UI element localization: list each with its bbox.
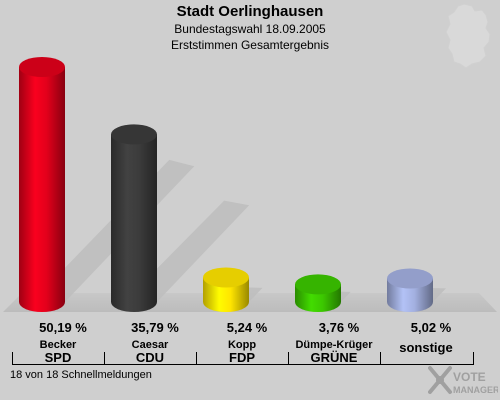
axis-separator [12, 352, 13, 364]
axis-separator [196, 352, 197, 364]
bar-body-spd [19, 67, 65, 312]
chart-title: Stadt Oerlinghausen [176, 3, 324, 20]
chart-subtitle-result: Erststimmen Gesamtergebnis [170, 38, 330, 52]
bar-value-label-fdp: 5,24 % [226, 320, 268, 335]
bars [19, 57, 433, 312]
bar-cdu [111, 124, 157, 312]
bar-top-cdu [111, 124, 157, 145]
candidate-label-spd: Becker [39, 339, 77, 351]
candidate-label-cdu: Caesar [131, 339, 169, 351]
bar-body-cdu [111, 134, 157, 312]
party-label-sonstige: sonstige [399, 340, 453, 355]
axis-separator [288, 352, 289, 364]
reporting-status: 18 von 18 Schnellmeldungen [10, 369, 152, 381]
vote-manager-logo-icon: VOTE MANAGER [428, 366, 498, 395]
bar-gruene [295, 274, 341, 312]
bar-value-label-cdu: 35,79 % [131, 320, 179, 335]
bar-spd [19, 57, 65, 312]
bar-fdp [203, 267, 249, 312]
chart-subtitle-election: Bundestagswahl 18.09.2005 [174, 22, 326, 36]
candidate-label-gruene: Dümpe-Krüger [295, 339, 373, 351]
axis-separator [380, 352, 381, 364]
axis-separator [104, 352, 105, 364]
party-label-fdp: FDP [229, 350, 255, 365]
bar-value-label-gruene: 3,76 % [318, 320, 360, 335]
party-label-gruene: GRÜNE [310, 350, 358, 365]
bar-top-spd [19, 57, 65, 77]
party-label-spd: SPD [44, 350, 72, 365]
germany-map-icon [445, 3, 491, 69]
bar-value-label-spd: 50,19 % [39, 320, 87, 335]
bar-top-gruene [295, 274, 341, 295]
logo-text-manager: MANAGER [453, 385, 498, 395]
axis-baseline [12, 364, 474, 365]
bar-top-sonstige [387, 268, 433, 289]
party-label-cdu: CDU [135, 350, 165, 365]
bar-value-label-sonstige: 5,02 % [410, 320, 452, 335]
axis-separator [473, 352, 474, 364]
logo-text-vote: VOTE [453, 370, 486, 384]
candidate-label-fdp: Kopp [227, 339, 257, 351]
bar-top-fdp [203, 267, 249, 288]
bar-sonstige [387, 268, 433, 312]
